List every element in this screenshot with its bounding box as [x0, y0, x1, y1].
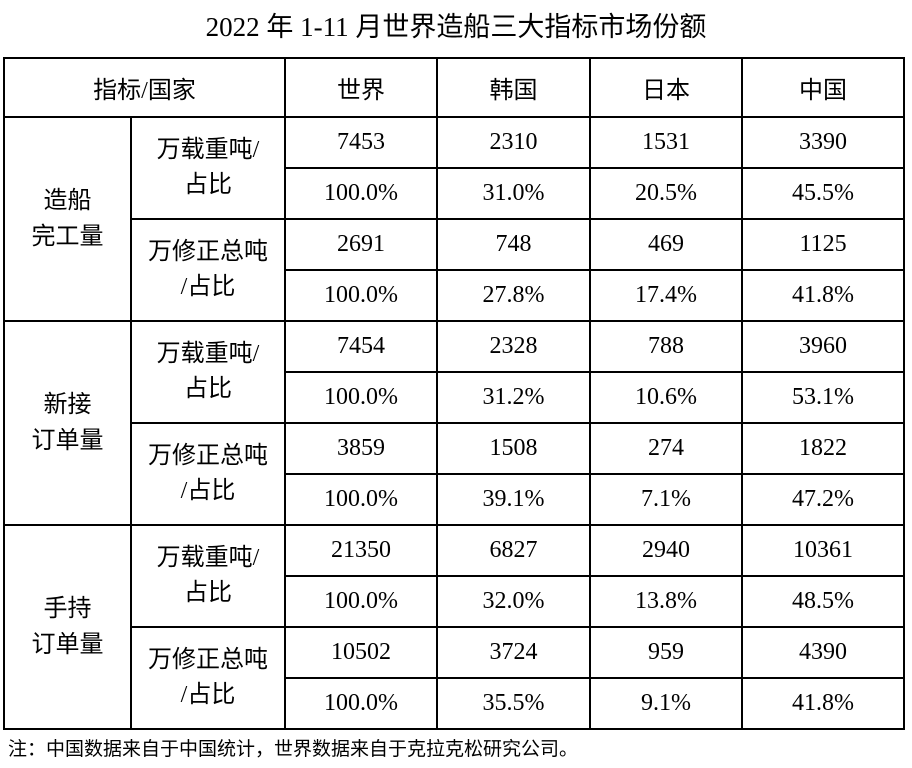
column-header-china: 中国: [741, 57, 906, 118]
metric-label-line: 万修正总吨: [148, 239, 268, 265]
group-cell-order-backlog: 手持 订单量: [3, 524, 132, 730]
value-cell: 748: [436, 218, 592, 271]
group-cell-new-orders: 新接 订单量: [3, 320, 132, 526]
value-cell: 10502: [284, 626, 439, 679]
metric-label-cgt-completions: 万修正总吨 /占比: [129, 218, 287, 322]
metric-label-dwt-new-orders: 万载重吨/ 占比: [129, 320, 287, 424]
shipbuilding-market-share-table: 指标/国家 世界 韩国 日本 中国 造船 完工量 万载重吨/ 占比 7453 2…: [2, 57, 906, 730]
share-cell: 100.0%: [284, 473, 439, 526]
share-cell: 41.8%: [741, 677, 906, 730]
share-cell: 47.2%: [741, 473, 906, 526]
footnote: 注：中国数据来自于中国统计，世界数据来自于克拉克松研究公司。: [8, 739, 579, 760]
share-cell: 13.8%: [589, 575, 744, 628]
value-cell: 2310: [436, 116, 592, 169]
group-cell-completions: 造船 完工量: [3, 116, 132, 322]
share-cell: 17.4%: [589, 269, 744, 322]
group-label-line: 订单量: [31, 632, 104, 658]
column-header-japan: 日本: [589, 57, 744, 118]
share-cell: 100.0%: [284, 677, 439, 730]
metric-label-line: 万载重吨/: [156, 545, 260, 571]
metric-label-cgt-order-backlog: 万修正总吨 /占比: [129, 626, 287, 730]
group-label-line: 订单量: [31, 428, 104, 454]
share-cell: 20.5%: [589, 167, 744, 220]
metric-label-line: 万载重吨/: [156, 137, 260, 163]
group-label-line: 造船: [43, 188, 92, 214]
metric-label-line: /占比: [180, 478, 236, 504]
metric-label-line: /占比: [180, 274, 236, 300]
metric-label-line: 万载重吨/: [156, 341, 260, 367]
metric-label-line: 万修正总吨: [148, 647, 268, 673]
share-cell: 100.0%: [284, 371, 439, 424]
share-cell: 41.8%: [741, 269, 906, 322]
value-cell: 2328: [436, 320, 592, 373]
share-cell: 35.5%: [436, 677, 592, 730]
share-cell: 100.0%: [284, 269, 439, 322]
share-cell: 31.0%: [436, 167, 592, 220]
share-cell: 7.1%: [589, 473, 744, 526]
value-cell: 959: [589, 626, 744, 679]
value-cell: 21350: [284, 524, 439, 577]
share-cell: 100.0%: [284, 575, 439, 628]
value-cell: 3390: [741, 116, 906, 169]
value-cell: 1531: [589, 116, 744, 169]
value-cell: 4390: [741, 626, 906, 679]
share-cell: 9.1%: [589, 677, 744, 730]
column-header-korea: 韩国: [436, 57, 592, 118]
share-cell: 48.5%: [741, 575, 906, 628]
value-cell: 469: [589, 218, 744, 271]
share-cell: 100.0%: [284, 167, 439, 220]
value-cell: 6827: [436, 524, 592, 577]
value-cell: 7454: [284, 320, 439, 373]
metric-label-dwt-completions: 万载重吨/ 占比: [129, 116, 287, 220]
group-label-line: 新接: [43, 392, 92, 418]
value-cell: 2691: [284, 218, 439, 271]
metric-label-line: /占比: [180, 682, 236, 708]
metric-label-cgt-new-orders: 万修正总吨 /占比: [129, 422, 287, 526]
metric-label-line: 占比: [184, 580, 232, 606]
value-cell: 2940: [589, 524, 744, 577]
metric-label-line: 占比: [184, 172, 232, 198]
value-cell: 1822: [741, 422, 906, 475]
value-cell: 3859: [284, 422, 439, 475]
share-cell: 45.5%: [741, 167, 906, 220]
page-title: 2022 年 1-11 月世界造船三大指标市场份额: [205, 12, 707, 42]
metric-label-line: 占比: [184, 376, 232, 402]
group-label-line: 手持: [43, 596, 92, 622]
share-cell: 27.8%: [436, 269, 592, 322]
share-cell: 32.0%: [436, 575, 592, 628]
column-header-world: 世界: [284, 57, 439, 118]
group-label-line: 完工量: [31, 224, 104, 250]
metric-label-line: 万修正总吨: [148, 443, 268, 469]
value-cell: 1125: [741, 218, 906, 271]
corner-header: 指标/国家: [2, 57, 287, 118]
share-cell: 31.2%: [436, 371, 592, 424]
metric-label-dwt-order-backlog: 万载重吨/ 占比: [129, 524, 287, 628]
value-cell: 1508: [436, 422, 592, 475]
value-cell: 10361: [741, 524, 906, 577]
share-cell: 10.6%: [589, 371, 744, 424]
value-cell: 274: [589, 422, 744, 475]
value-cell: 3960: [741, 320, 906, 373]
share-cell: 53.1%: [741, 371, 906, 424]
value-cell: 788: [589, 320, 744, 373]
share-cell: 39.1%: [436, 473, 592, 526]
value-cell: 3724: [436, 626, 592, 679]
value-cell: 7453: [284, 116, 439, 169]
